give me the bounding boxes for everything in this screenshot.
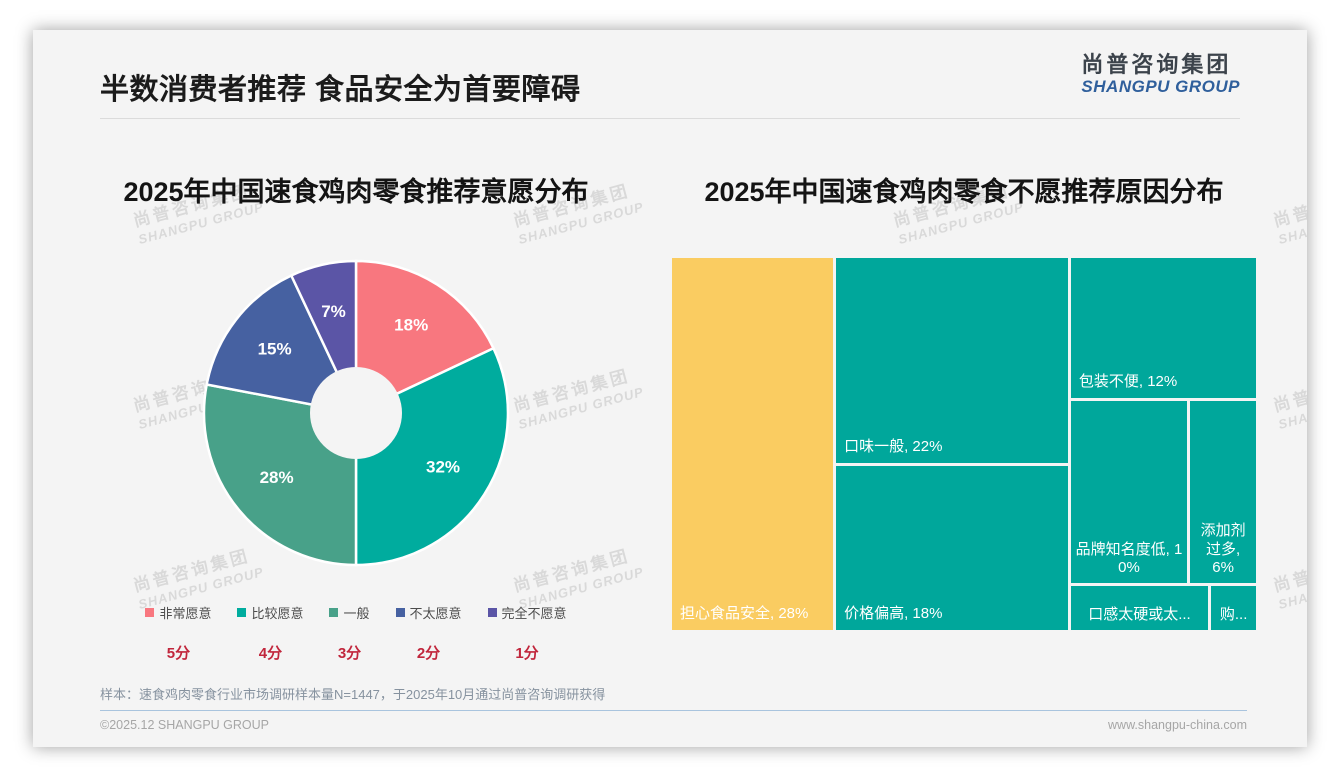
legend-marker	[329, 608, 339, 617]
legend-label: 不太愿意	[409, 606, 462, 621]
donut-segment-3	[205, 273, 359, 415]
legend-label: 完全不愿意	[501, 606, 567, 621]
legend-entry: 非常愿意	[145, 603, 211, 622]
company-logo: 尚普咨询集团 SHANGPU GROUP	[1081, 52, 1240, 97]
treemap-chart: 担心食品安全, 28% 口味一般, 22% 价格偏高, 18% 包装不便, 12% 品牌…	[672, 258, 1256, 630]
donut-chart-panel: 2025年中国速食鸡肉零食推荐意愿分布 18% 32% 28% 15% 7% 非常愿意 5…	[83, 165, 629, 725]
footer-website: www.shangpu-china.com	[1108, 718, 1247, 732]
treemap-cell-3: 包装不便, 12%	[1070, 258, 1256, 398]
treemap-cell-2: 价格偏高, 18%	[836, 465, 1068, 630]
donut-label-2: 28%	[260, 468, 294, 487]
treemap-cell-label: 价格偏高, 18%	[844, 605, 943, 623]
footer-copyright: ©2025.12 SHANGPU GROUP	[100, 718, 269, 732]
treemap-cell-label: 口感太硬或太...	[1088, 606, 1191, 624]
donut-legend: 非常愿意 5分 比较愿意 4分 一般 3分 不太愿意 2分 完全不愿意 1分	[83, 603, 629, 663]
treemap-cell-0: 担心食品安全, 28%	[672, 258, 834, 630]
donut-label-1: 32%	[426, 458, 460, 477]
treemap-cell-label: 购...	[1219, 606, 1248, 624]
legend-label: 比较愿意	[251, 606, 304, 621]
donut-label-3: 15%	[258, 339, 292, 358]
treemap-cell-label: 添加剂过多, 6%	[1200, 521, 1246, 577]
legend-entry: 不太愿意	[395, 603, 462, 622]
header-divider	[100, 118, 1240, 119]
legend-score: 2分	[416, 645, 441, 662]
donut-label-0: 18%	[394, 315, 428, 334]
logo-chinese-name: 尚普咨询集团	[1081, 52, 1232, 77]
treemap-cell-label: 包装不便, 12%	[1078, 373, 1178, 391]
donut-label-4: 7%	[321, 302, 346, 321]
legend-entry: 一般	[329, 603, 370, 622]
legend-item-0: 非常愿意 5分	[145, 603, 211, 663]
legend-item-2: 一般 3分	[329, 603, 370, 663]
treemap-chart-title: 2025年中国速食鸡肉零食不愿推荐原因分布	[704, 177, 1224, 207]
treemap-cell-label: 品牌知名度低, 10%	[1075, 540, 1183, 577]
donut-segment-0	[354, 259, 496, 415]
legend-item-3: 不太愿意 2分	[395, 603, 462, 663]
treemap-chart-panel: 2025年中国速食鸡肉零食不愿推荐原因分布 担心食品安全, 28% 口味一般, 2…	[638, 165, 1288, 725]
legend-entry: 比较愿意	[237, 603, 303, 622]
treemap-cell-1: 口味一般, 22%	[836, 258, 1068, 463]
page-title: 半数消费者推荐 食品安全为首要障碍	[100, 74, 581, 106]
logo-english-name: SHANGPU GROUP	[1081, 77, 1240, 97]
legend-entry: 完全不愿意	[487, 603, 567, 622]
legend-score: 3分	[337, 645, 362, 662]
legend-score: 5分	[166, 645, 191, 662]
treemap-cell-6: 口感太硬或太...	[1070, 586, 1209, 630]
legend-label: 非常愿意	[159, 606, 212, 621]
legend-marker	[237, 608, 247, 617]
donut-chart-title: 2025年中国速食鸡肉零食推荐意愿分布	[123, 177, 589, 207]
legend-marker	[395, 608, 405, 617]
legend-marker	[487, 608, 497, 617]
treemap-cell-5: 添加剂过多, 6%	[1190, 400, 1256, 584]
treemap-cell-4: 品牌知名度低, 10%	[1070, 400, 1188, 584]
treemap-cell-label: 口味一般, 22%	[844, 438, 943, 456]
treemap-cell-label: 担心食品安全, 28%	[680, 605, 809, 623]
legend-item-4: 完全不愿意 1分	[487, 603, 567, 663]
donut-hole	[310, 367, 402, 459]
donut-chart-area: 18% 32% 28% 15% 7%	[201, 258, 511, 568]
sample-note: 样本：速食鸡肉零食行业市场调研样本量N=1447，于2025年10月通过尚普咨询…	[100, 687, 606, 702]
legend-label: 一般	[343, 606, 370, 621]
footer-divider	[100, 710, 1247, 711]
treemap-cell-7: 购...	[1211, 586, 1256, 630]
legend-score: 4分	[258, 645, 283, 662]
legend-score: 1分	[515, 645, 539, 662]
donut-chart: 18% 32% 28% 15% 7%	[202, 259, 510, 567]
footer: ©2025.12 SHANGPU GROUP www.shangpu-china…	[100, 718, 1247, 732]
legend-marker	[145, 608, 155, 617]
legend-item-1: 比较愿意 4分	[237, 603, 303, 663]
